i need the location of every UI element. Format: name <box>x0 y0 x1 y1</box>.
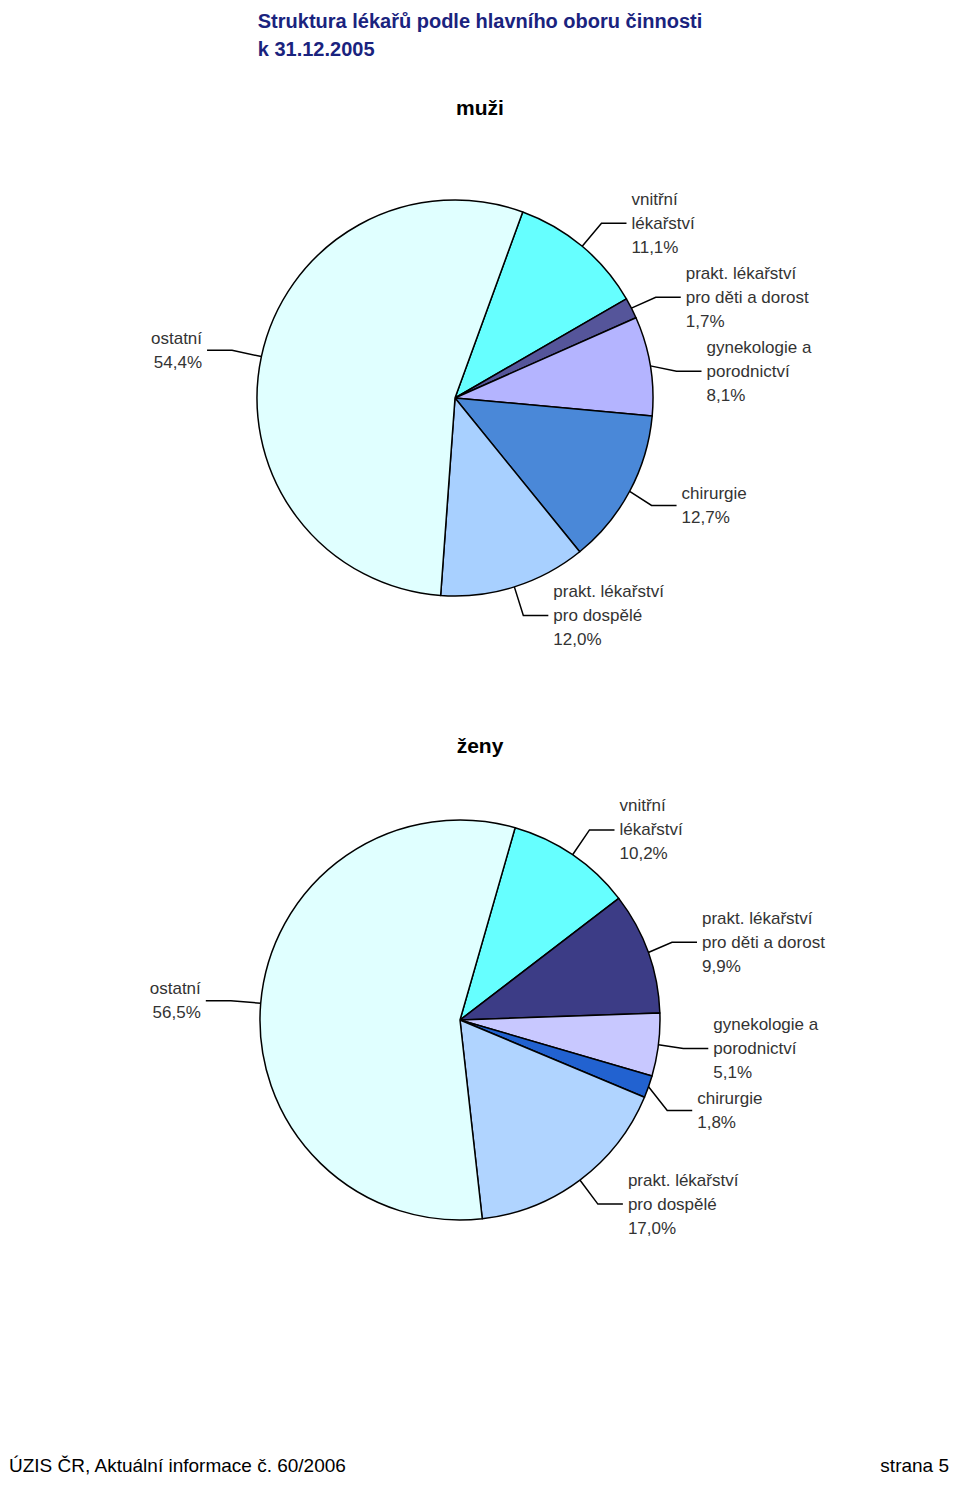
svg-text:prakt. lékařství: prakt. lékařství <box>628 1171 743 1190</box>
svg-text:vnitřní: vnitřní <box>620 796 671 815</box>
svg-text:9,9%: 9,9% <box>702 957 741 976</box>
svg-text:prakt. lékařství: prakt. lékařství <box>686 264 801 283</box>
svg-text:pro dospělé: pro dospělé <box>628 1195 717 1214</box>
svg-text:chirurgie: chirurgie <box>697 1089 762 1108</box>
svg-text:pro děti a dorost: pro děti a dorost <box>702 933 825 952</box>
svg-text:12,0%: 12,0% <box>553 630 601 649</box>
svg-text:pro děti a dorost: pro děti a dorost <box>686 288 809 307</box>
svg-text:strana 5: strana 5 <box>880 1455 949 1476</box>
svg-text:ženy: ženy <box>457 734 504 757</box>
svg-text:ostatní: ostatní <box>150 979 201 998</box>
svg-text:11,1%: 11,1% <box>631 238 678 257</box>
svg-text:k 31.12.2005: k 31.12.2005 <box>258 38 375 60</box>
svg-text:lékařství: lékařství <box>631 214 695 233</box>
svg-text:gynekologie a: gynekologie a <box>707 338 817 357</box>
svg-text:17,0%: 17,0% <box>628 1219 676 1238</box>
svg-text:54,4%: 54,4% <box>154 353 202 372</box>
svg-text:ostatní: ostatní <box>151 329 202 348</box>
svg-text:gynekologie a: gynekologie a <box>713 1015 823 1034</box>
svg-text:vnitřní: vnitřní <box>631 190 682 209</box>
svg-text:1,7%: 1,7% <box>686 312 725 331</box>
svg-text:56,5%: 56,5% <box>153 1003 201 1022</box>
svg-text:ÚZIS ČR, Aktuální informace č.: ÚZIS ČR, Aktuální informace č. 60/2006 <box>9 1455 346 1476</box>
svg-text:porodnictví: porodnictví <box>713 1039 796 1058</box>
svg-text:1,8%: 1,8% <box>697 1113 736 1132</box>
svg-text:lékařství: lékařství <box>620 820 684 839</box>
svg-text:pro dospělé: pro dospělé <box>553 606 642 625</box>
svg-text:10,2%: 10,2% <box>620 844 668 863</box>
svg-text:Struktura lékařů podle hlavníh: Struktura lékařů podle hlavního oboru či… <box>258 10 703 32</box>
svg-text:8,1%: 8,1% <box>707 386 746 405</box>
svg-text:chirurgie: chirurgie <box>682 484 747 503</box>
svg-text:muži: muži <box>456 96 504 119</box>
svg-text:12,7%: 12,7% <box>682 508 730 527</box>
svg-text:5,1%: 5,1% <box>713 1063 752 1082</box>
svg-text:prakt. lékařství: prakt. lékařství <box>553 582 668 601</box>
svg-text:porodnictví: porodnictví <box>707 362 790 381</box>
svg-text:prakt. lékařství: prakt. lékařství <box>702 909 817 928</box>
